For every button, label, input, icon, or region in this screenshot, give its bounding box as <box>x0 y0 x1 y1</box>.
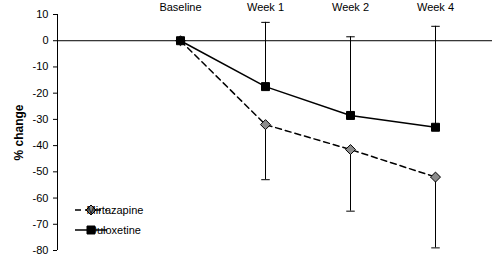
svg-text:-10: -10 <box>33 60 49 72</box>
svg-text:% change: % change <box>12 104 26 160</box>
svg-text:-50: -50 <box>33 165 49 177</box>
svg-text:Week 1: Week 1 <box>247 1 284 13</box>
svg-text:-70: -70 <box>33 218 49 230</box>
svg-text:Week 2: Week 2 <box>332 1 369 13</box>
svg-text:Mirtazapine: Mirtazapine <box>87 204 144 216</box>
svg-text:-60: -60 <box>33 192 49 204</box>
svg-text:-20: -20 <box>33 87 49 99</box>
svg-text:-40: -40 <box>33 139 49 151</box>
svg-text:10: 10 <box>36 8 48 20</box>
svg-text:Week 4: Week 4 <box>417 1 454 13</box>
svg-text:-30: -30 <box>33 113 49 125</box>
svg-text:Duloxetine: Duloxetine <box>89 224 141 236</box>
svg-text:-80: -80 <box>33 244 49 256</box>
svg-text:0: 0 <box>42 34 48 46</box>
svg-text:Baseline: Baseline <box>159 1 201 13</box>
